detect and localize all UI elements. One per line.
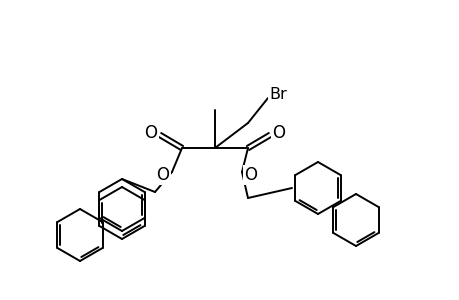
Text: O: O (144, 124, 157, 142)
Text: O: O (244, 166, 257, 184)
Text: O: O (156, 166, 169, 184)
Text: O: O (272, 124, 285, 142)
Text: Br: Br (269, 86, 286, 101)
